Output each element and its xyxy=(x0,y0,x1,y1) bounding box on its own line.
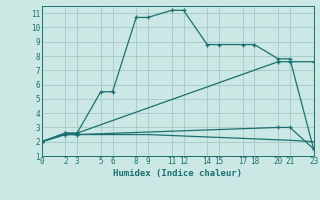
X-axis label: Humidex (Indice chaleur): Humidex (Indice chaleur) xyxy=(113,169,242,178)
